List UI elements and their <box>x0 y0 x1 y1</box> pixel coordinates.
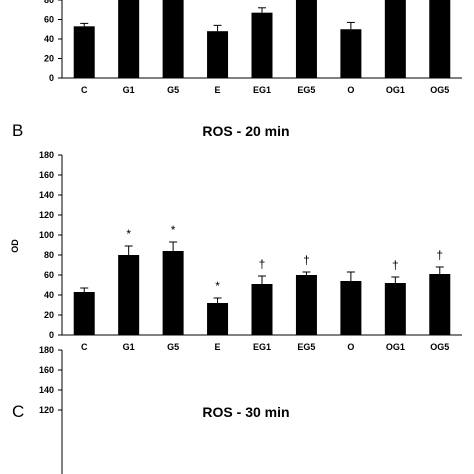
x-tick-label: EG5 <box>297 342 315 352</box>
x-tick-label: E <box>215 85 221 95</box>
x-tick-label: EG1 <box>253 342 271 352</box>
bar <box>251 12 273 78</box>
x-tick-label: G1 <box>123 85 135 95</box>
significance-marker: † <box>436 248 443 262</box>
y-tick-label: 100 <box>39 230 54 240</box>
panel-b-title: ROS - 20 min <box>202 123 289 139</box>
significance-marker: † <box>259 257 266 271</box>
bar <box>73 292 95 335</box>
significance-marker: * <box>126 227 131 241</box>
panel-c-plot: 120 140 160 180 <box>39 345 63 474</box>
y-tick-label: 20 <box>44 54 54 64</box>
y-tick-label: 60 <box>44 15 54 25</box>
bar <box>162 0 184 78</box>
bar <box>251 284 273 335</box>
bar <box>207 303 229 335</box>
bar <box>429 274 451 335</box>
x-tick-label: O <box>347 85 354 95</box>
significance-marker: * <box>215 279 220 293</box>
y-tick-label: 120 <box>39 210 54 220</box>
x-tick-label: G1 <box>123 342 135 352</box>
x-tick-label: EG5 <box>297 85 315 95</box>
bar <box>118 0 140 78</box>
y-tick-label: 160 <box>39 170 54 180</box>
bar <box>295 275 317 335</box>
y-tick-label: 140 <box>39 385 54 395</box>
significance-marker: * <box>171 223 176 237</box>
x-tick-label: O <box>347 342 354 352</box>
x-tick-label: G5 <box>167 85 179 95</box>
bar <box>295 0 317 78</box>
significance-marker: † <box>303 253 310 267</box>
panel-a-plot: 0 20 40 60 80 C G1 G5 E EG1 EG5 O OG1 OG5 <box>44 0 462 95</box>
bar <box>340 29 362 78</box>
x-tick-label: E <box>215 342 221 352</box>
bar <box>429 0 451 78</box>
x-tick-label: OG1 <box>386 85 405 95</box>
bar <box>384 283 406 335</box>
panel-b-letter: B <box>12 121 23 140</box>
x-tick-label: C <box>81 342 88 352</box>
significance-marker: † <box>392 258 399 272</box>
y-tick-label: 180 <box>39 150 54 160</box>
x-tick-label: EG1 <box>253 85 271 95</box>
y-tick-label: 80 <box>44 0 54 5</box>
panel-c-chart: C ROS - 30 min 120 140 160 180 <box>12 345 290 474</box>
panel-c-title: ROS - 30 min <box>202 404 289 420</box>
x-tick-label: OG1 <box>386 342 405 352</box>
y-tick-label: 60 <box>44 270 54 280</box>
y-tick-label: 140 <box>39 190 54 200</box>
x-tick-label: G5 <box>167 342 179 352</box>
panel-c-letter: C <box>12 402 24 421</box>
bar <box>340 281 362 335</box>
y-tick-label: 40 <box>44 34 54 44</box>
panel-b-plot: 0 20 40 60 80 100 120 140 160 180 C * G1 * G5 * E † EG1 † EG… <box>39 150 462 352</box>
bar <box>207 31 229 78</box>
y-tick-label: 0 <box>49 73 54 83</box>
panel-b-chart: B ROS - 20 min OD 0 20 40 60 80 100 120 140 160 1… <box>10 121 462 352</box>
y-tick-label: 80 <box>44 250 54 260</box>
y-tick-label: 0 <box>49 330 54 340</box>
x-tick-label: OG5 <box>430 342 449 352</box>
x-tick-label: OG5 <box>430 85 449 95</box>
y-tick-label: 40 <box>44 290 54 300</box>
bar <box>73 26 95 78</box>
y-tick-label: 180 <box>39 345 54 355</box>
y-tick-label: 20 <box>44 310 54 320</box>
bar <box>118 255 140 335</box>
panel-a-chart: 0 20 40 60 80 C G1 G5 E EG1 EG5 O OG1 OG5 <box>44 0 462 95</box>
panel-b-y-axis-label: OD <box>10 239 20 253</box>
y-tick-label: 120 <box>39 405 54 415</box>
x-tick-label: C <box>81 85 88 95</box>
y-tick-label: 160 <box>39 365 54 375</box>
bar <box>162 251 184 335</box>
bar <box>384 0 406 78</box>
